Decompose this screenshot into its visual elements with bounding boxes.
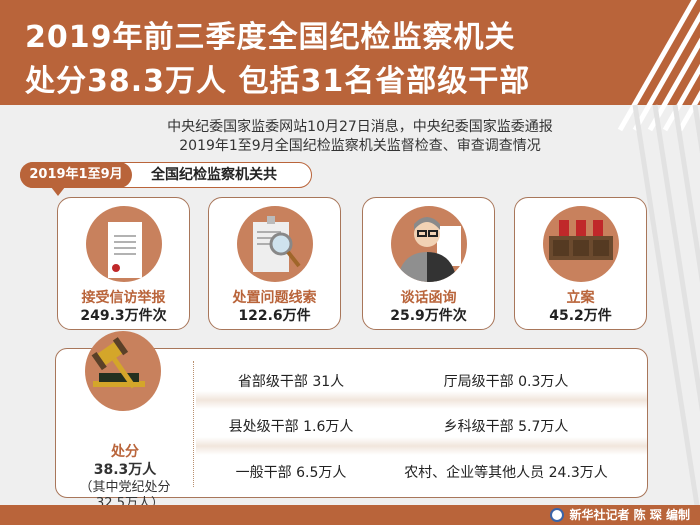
intro-text: 中央纪委国家监委网站10月27日消息，中央纪委国家监委通报 2019年1至9月全…: [120, 118, 600, 156]
header-banner: 2019年前三季度全国纪检监察机关 处分38.3万人 包括31名省部级干部: [0, 0, 700, 105]
row-separator: [196, 437, 647, 455]
stat-bureau: 厅局级干部 0.3万人: [443, 374, 569, 390]
title-line-1: 2019年前三季度全国纪检监察机关: [25, 20, 516, 55]
intro-line-1: 中央纪委国家监委网站10月27日消息，中央纪委国家监委通报: [167, 119, 553, 135]
stat-general: 一般干部 6.5万人: [235, 465, 347, 481]
document-icon: [86, 206, 162, 282]
person-glasses-icon: [391, 206, 467, 282]
row-separator: [196, 391, 647, 409]
title-line-2: 处分38.3万人 包括31名省部级干部: [25, 64, 531, 99]
xinhua-logo-icon: [550, 508, 565, 522]
card-value: 249.3万件次: [80, 308, 167, 324]
footer: 新华社记者 陈 琛 编制: [0, 505, 700, 525]
file-cabinet-icon: [543, 206, 619, 282]
stat-other: 农村、企业等其他人员 24.3万人: [404, 465, 608, 481]
stat-provincial: 省部级干部 31人: [237, 374, 345, 390]
card-label: 谈话函询: [400, 290, 457, 306]
gavel-icon: [85, 331, 161, 411]
card-clues: 处置问题线索 122.6万件: [208, 197, 341, 330]
credit-text: 新华社记者 陈 琛 编制: [569, 508, 690, 522]
stat-county: 县处级干部 1.6万人: [228, 419, 354, 435]
card-label: 立案: [566, 290, 595, 306]
card-value: 45.2万件: [549, 308, 612, 324]
pointer-triangle: [51, 187, 65, 196]
card-value: 25.9万件次: [390, 308, 467, 324]
card-label: 接受信访举报: [81, 290, 166, 306]
card-value: 122.6万件: [238, 308, 311, 324]
period-tag: 2019年1至9月: [20, 162, 132, 188]
punishment-label: 处分: [111, 444, 139, 460]
intro-line-2: 2019年1至9月全国纪检监察机关监督检查、审查调查情况: [179, 138, 541, 154]
card-letters-reports: 接受信访举报 249.3万件次: [57, 197, 190, 330]
period-text: 全国纪检监察机关共: [151, 167, 277, 183]
divider: [193, 361, 194, 487]
card-cases: 立案 45.2万件: [514, 197, 647, 330]
card-talks: 谈话函询 25.9万件次: [362, 197, 495, 330]
card-label: 处置问题线索: [232, 290, 317, 306]
punishment-note-1: （其中党纪处分: [79, 480, 171, 495]
stat-township: 乡科级干部 5.7万人: [443, 419, 569, 435]
clipboard-magnifier-icon: [237, 206, 313, 282]
punishment-value: 38.3万人: [93, 462, 157, 478]
period-banner: 2019年1至9月 全国纪检监察机关共: [20, 162, 312, 196]
